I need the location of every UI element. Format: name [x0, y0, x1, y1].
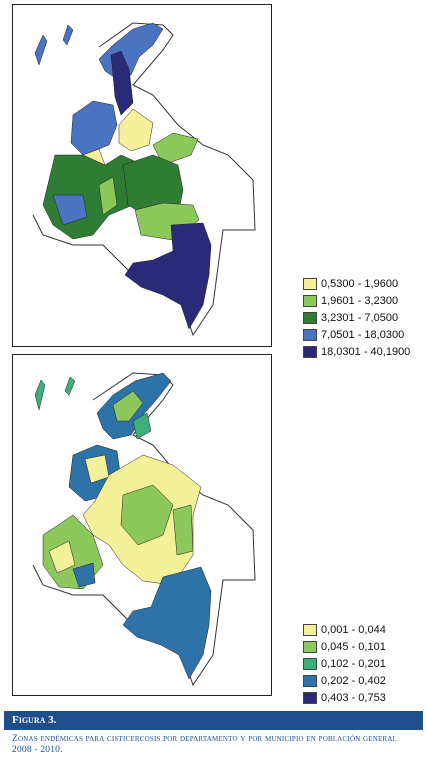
department-map-legend: 0,5300 - 1,9600 1,9601 - 3,2300 3,2301 -…	[303, 276, 410, 361]
municipality-map-legend: 0,001 - 0,044 0,045 - 0,101 0,102 - 0,20…	[303, 622, 386, 707]
legend-item: 0,045 - 0,101	[303, 639, 386, 655]
legend-label: 0,001 - 0,044	[321, 624, 386, 636]
legend-swatch	[303, 312, 317, 324]
legend-label: 0,102 - 0,201	[321, 658, 386, 670]
department-map-panel	[12, 4, 272, 347]
legend-swatch	[303, 329, 317, 341]
figure-caption: Zonas endémicas para cisticercosis por d…	[12, 734, 398, 755]
legend-item: 0,102 - 0,201	[303, 656, 386, 672]
legend-label: 7,0501 - 18,0300	[321, 329, 405, 341]
legend-item: 7,0501 - 18,0300	[303, 327, 410, 343]
legend-swatch	[303, 641, 317, 653]
municipality-map-panel	[12, 354, 272, 696]
legend-swatch	[303, 624, 317, 636]
legend-swatch	[303, 658, 317, 670]
legend-label: 0,403 - 0,753	[321, 692, 386, 704]
legend-swatch	[303, 675, 317, 687]
legend-item: 18,0301 - 40,1900	[303, 344, 410, 360]
legend-swatch	[303, 692, 317, 704]
legend-item: 0,403 - 0,753	[303, 690, 386, 706]
figure-label: Figura 3.	[12, 714, 57, 726]
legend-item: 0,202 - 0,402	[303, 673, 386, 689]
legend-item: 3,2301 - 7,0500	[303, 310, 410, 326]
legend-label: 0,5300 - 1,9600	[321, 278, 399, 290]
municipality-map	[32, 372, 256, 687]
department-map	[32, 22, 256, 337]
legend-label: 0,202 - 0,402	[321, 675, 386, 687]
legend-label: 1,9601 - 3,2300	[321, 295, 399, 307]
legend-label: 18,0301 - 40,1900	[321, 346, 411, 358]
figure-label-bar: Figura 3.	[4, 711, 423, 730]
legend-swatch	[303, 346, 317, 358]
legend-swatch	[303, 278, 317, 290]
legend-label: 0,045 - 0,101	[321, 641, 386, 653]
legend-item: 0,5300 - 1,9600	[303, 276, 410, 292]
legend-item: 0,001 - 0,044	[303, 622, 386, 638]
legend-swatch	[303, 295, 317, 307]
legend-item: 1,9601 - 3,2300	[303, 293, 410, 309]
legend-label: 3,2301 - 7,0500	[321, 312, 399, 324]
